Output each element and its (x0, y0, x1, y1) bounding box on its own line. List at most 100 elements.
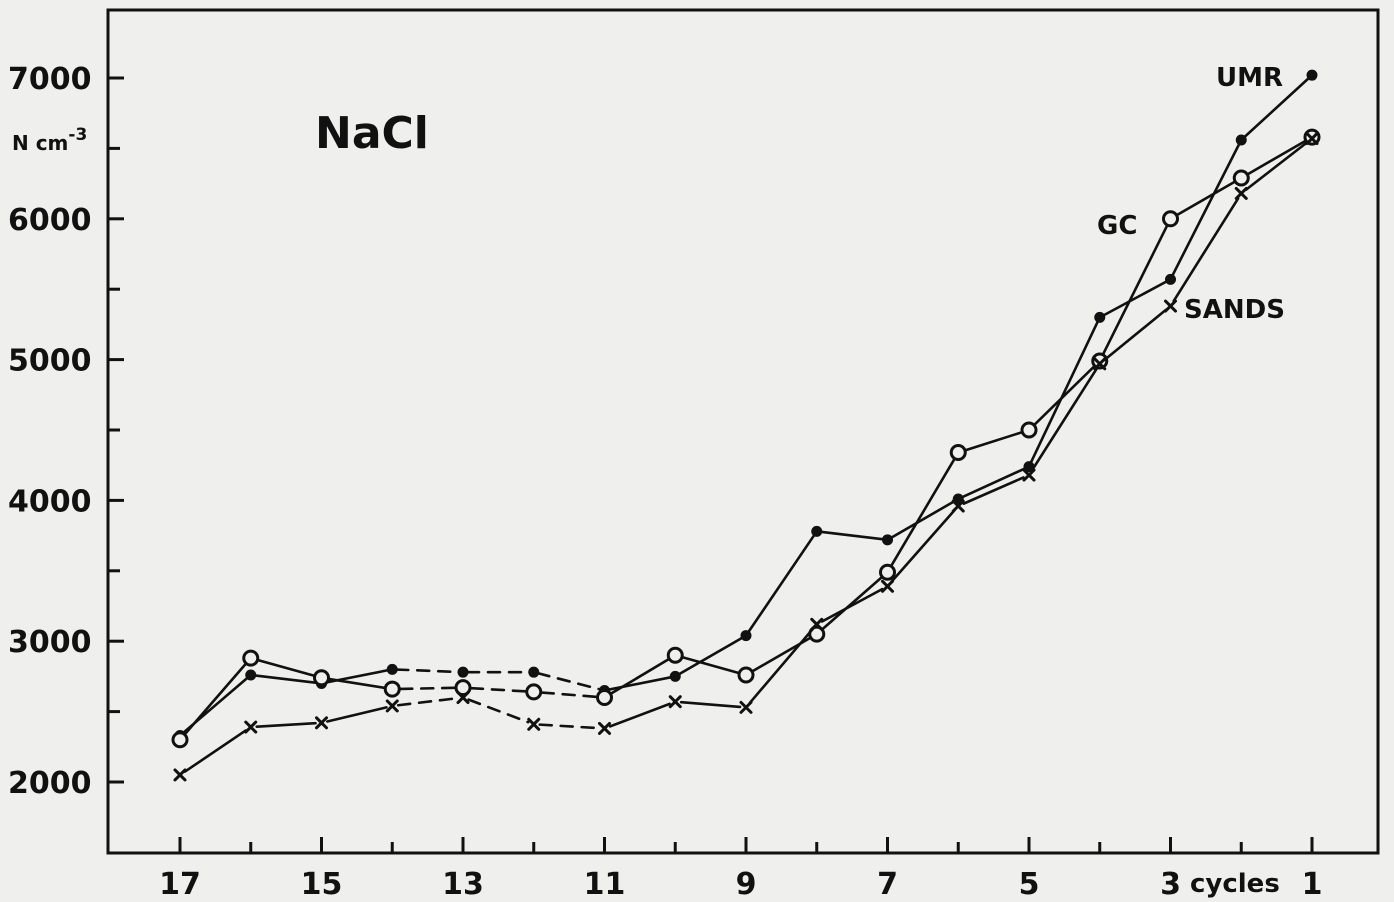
series-label-sands: SANDS (1184, 295, 1285, 325)
data-point (457, 666, 469, 678)
y-axis-label: N cm-3 (12, 125, 87, 155)
data-point (1022, 468, 1036, 482)
data-point (811, 525, 823, 537)
data-point (669, 670, 681, 682)
x-tick-label: 7 (877, 867, 898, 902)
series-line-segment (257, 658, 316, 677)
series-line-segment (1172, 197, 1240, 303)
series-line-segment (394, 668, 461, 674)
series-line-segment (610, 658, 670, 695)
data-point (1091, 352, 1109, 370)
series-line-segment (469, 686, 528, 693)
data-point (810, 617, 824, 631)
x-tick-label: 15 (301, 867, 343, 902)
y-tick-label: 4000 (8, 484, 92, 519)
series-label-umr: UMR (1216, 63, 1283, 93)
data-point (245, 669, 257, 681)
data-point (1306, 69, 1318, 81)
series-line-segment (1102, 224, 1169, 356)
series-line-segment (890, 458, 956, 567)
data-point (1305, 132, 1319, 146)
series-line-segment (253, 674, 319, 685)
data-point (454, 679, 472, 697)
data-point (456, 691, 470, 705)
data-point (528, 666, 540, 678)
y-tick-label: 5000 (8, 344, 92, 379)
series-line-segment (183, 729, 248, 773)
series-line-segment (1244, 140, 1309, 192)
data-point (315, 716, 328, 730)
data-point (1164, 299, 1177, 313)
series-line-segment (538, 723, 600, 730)
series-line-segment (1033, 365, 1096, 426)
series-gc (171, 128, 1321, 749)
series-line-segment (607, 675, 673, 691)
x-tick-label: 5 (1019, 867, 1040, 902)
series-line-segment (536, 671, 602, 691)
data-point (1093, 357, 1107, 371)
series-line-segment (746, 533, 816, 634)
x-tick-label: 13 (442, 867, 484, 902)
data-point (879, 563, 896, 581)
series-line-segment (1176, 180, 1236, 217)
data-point (1232, 169, 1250, 187)
series-line-segment (398, 686, 457, 691)
series-line-segment (677, 636, 744, 676)
x-tick-label: 9 (736, 867, 757, 902)
data-point (1020, 421, 1038, 439)
series-line-segment (960, 466, 1027, 499)
ticks-layer: 2000 3000 4000 5000 6000 7000 17 15 13 11 9 7 5 3 1 (8, 62, 1322, 902)
series-layer (171, 69, 1321, 782)
y-tick-label: 3000 (8, 625, 92, 660)
series-line-segment (964, 431, 1023, 452)
data-point (525, 683, 543, 701)
series-line-segment (396, 696, 459, 707)
series-line-segment (255, 721, 317, 729)
series-line-segment (540, 691, 598, 699)
series-line-segment (679, 700, 742, 709)
series-line-segment (681, 656, 740, 675)
data-point (1094, 311, 1106, 323)
series-line-segment (1103, 308, 1168, 362)
data-point (666, 646, 684, 664)
series-line-segment (1171, 142, 1241, 278)
data-point (739, 700, 753, 714)
data-point (383, 680, 401, 698)
data-point (527, 717, 541, 731)
series-line-segment (821, 576, 883, 631)
data-point (242, 649, 260, 667)
data-point (668, 695, 682, 709)
series-line-segment (326, 706, 388, 723)
series-line-segment (1029, 319, 1100, 465)
series-line-segment (962, 476, 1025, 505)
series-line-segment (1030, 367, 1098, 472)
data-point (385, 699, 399, 713)
series-line-segment (1242, 76, 1311, 139)
data-point (598, 721, 611, 735)
series-line-segment (183, 662, 247, 736)
data-point (1162, 210, 1179, 228)
series-line-segment (748, 627, 815, 705)
data-point (740, 630, 752, 642)
data-point (881, 579, 894, 593)
x-tick-label: 17 (159, 867, 201, 902)
series-line-segment (890, 509, 956, 584)
series-umr (174, 69, 1318, 742)
x-tick-label: 3 (1160, 867, 1181, 902)
data-point (882, 534, 893, 546)
chart-title: NaCl (315, 108, 429, 159)
series-line-segment (889, 499, 957, 540)
data-point (596, 689, 613, 707)
x-axis-label: cycles (1190, 869, 1280, 899)
y-tick-label: 6000 (8, 203, 92, 238)
series-line-segment (608, 702, 671, 728)
data-point (313, 669, 330, 687)
data-point (1234, 186, 1248, 200)
series-line-segment (328, 677, 386, 690)
series-line-segment (467, 698, 530, 724)
data-point (1235, 134, 1247, 146)
series-label-gc: GC (1097, 211, 1137, 241)
data-point (244, 720, 258, 734)
data-point (171, 731, 189, 749)
